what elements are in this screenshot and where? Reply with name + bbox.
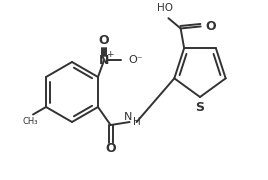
Text: S: S [195,101,204,114]
Text: CH₃: CH₃ [22,118,38,127]
Text: O: O [99,34,109,47]
Text: HO: HO [157,3,173,13]
Text: O: O [206,20,216,33]
Text: O: O [105,141,116,154]
Text: H: H [133,117,140,127]
Text: O⁻: O⁻ [128,55,143,65]
Text: +: + [106,50,113,59]
Text: N: N [123,112,132,122]
Text: N: N [99,54,109,67]
